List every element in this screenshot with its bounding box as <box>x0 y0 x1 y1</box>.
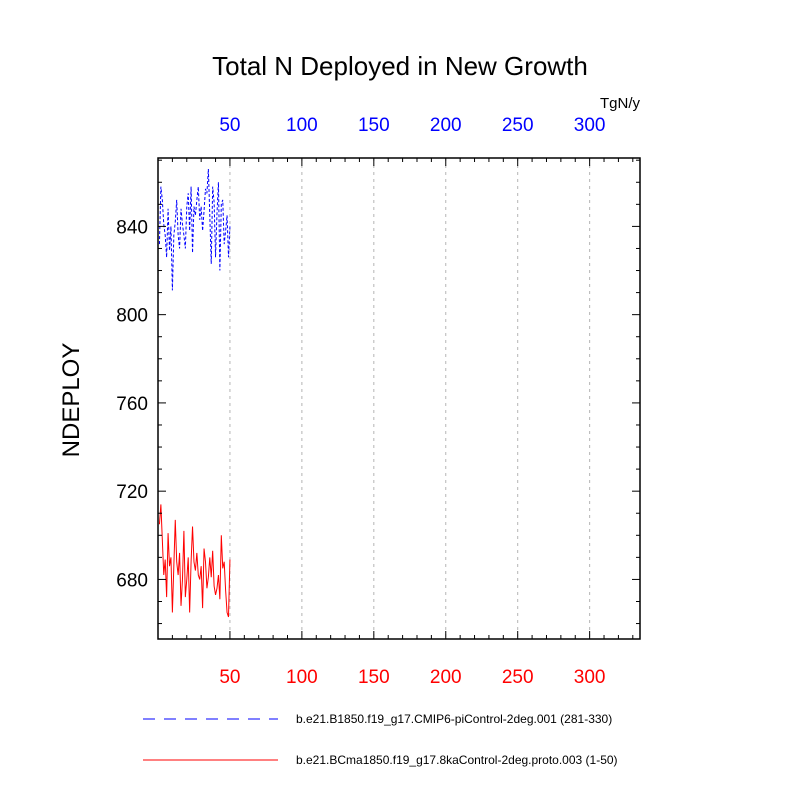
x-tick-label-top: 50 <box>219 115 240 136</box>
x-tick-label-top: 250 <box>502 115 534 136</box>
y-axis-label: NDEPLOY <box>58 343 85 458</box>
grid-lines <box>229 158 591 639</box>
series-line-blue <box>158 169 231 291</box>
legend-label-red: b.e21.BCma1850.f19_g17.8kaControl-2deg.p… <box>296 753 618 767</box>
axes: 50 50 100 100 150 150 200 200 250 250 300 300 680 720… <box>116 115 640 688</box>
y-tick-label: 720 <box>116 482 148 503</box>
y-tick-label: 840 <box>116 217 148 238</box>
x-tick-label-top: 100 <box>286 115 318 136</box>
y-tick-label: 800 <box>116 306 148 327</box>
x-tick-label-bottom: 150 <box>358 667 390 688</box>
series-line-red <box>158 504 231 618</box>
x-tick-label-top: 300 <box>574 115 606 136</box>
x-tick-label-bottom: 100 <box>286 667 318 688</box>
legend-label-blue: b.e21.B1850.f19_g17.CMIP6-piControl-2deg… <box>296 712 612 726</box>
series-group <box>158 169 231 618</box>
legend: b.e21.B1850.f19_g17.CMIP6-piControl-2deg… <box>143 712 618 767</box>
plot-frame <box>157 157 641 640</box>
units-label: TgN/y <box>600 95 641 112</box>
x-tick-label-bottom: 300 <box>574 667 606 688</box>
chart-title: Total N Deployed in New Growth <box>212 51 588 81</box>
y-tick-label: 760 <box>116 394 148 415</box>
y-tick-label: 680 <box>116 570 148 591</box>
x-tick-label-bottom: 250 <box>502 667 534 688</box>
x-tick-label-top: 150 <box>358 115 390 136</box>
x-tick-label-bottom: 200 <box>430 667 462 688</box>
x-tick-label-top: 200 <box>430 115 462 136</box>
x-tick-label-bottom: 50 <box>219 667 240 688</box>
